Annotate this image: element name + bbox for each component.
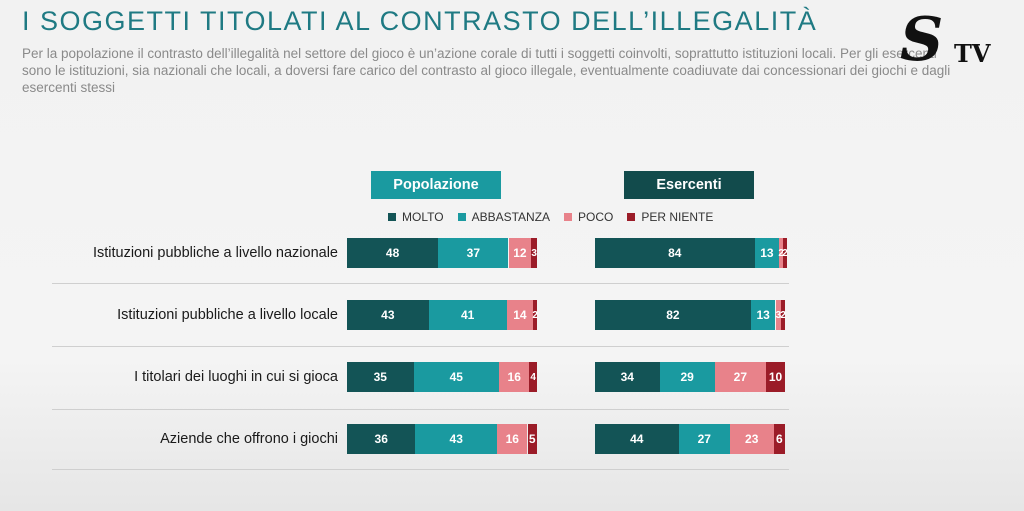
bar-segment-poco: 16 <box>497 424 528 454</box>
row-separator <box>52 346 789 347</box>
bar-segment-per-niente: 10 <box>766 362 785 392</box>
legend-label: ABBASTANZA <box>471 210 551 224</box>
bar-value-label: 14 <box>513 308 527 322</box>
panel-header-esercenti: Esercenti <box>624 171 754 199</box>
bar-value-label: 13 <box>756 308 770 322</box>
bar-segment-abbastanza: 45 <box>413 362 499 392</box>
bar-value-label: 29 <box>680 370 694 384</box>
panel-header-popolazione: Popolazione <box>371 171 501 199</box>
bar-segment-poco: 2 <box>778 238 784 268</box>
bar-value-label: 12 <box>513 246 527 260</box>
bar-segment-abbastanza: 41 <box>428 300 507 330</box>
bar-segment-molto: 44 <box>595 424 679 454</box>
bar-segment-abbastanza: 29 <box>659 362 715 392</box>
bar-segment-molto: 43 <box>347 300 429 330</box>
bar-value-label: 5 <box>528 432 536 446</box>
bar-segment-per-niente: 2 <box>780 300 786 330</box>
bar-value-label: 35 <box>373 370 387 384</box>
bar-value-label: 45 <box>449 370 463 384</box>
category-label: Aziende che offrono i giochi <box>160 431 338 447</box>
svg-text:TV: TV <box>954 39 991 68</box>
bar-segment-molto: 36 <box>347 424 416 454</box>
bar-value-label: 37 <box>466 246 481 260</box>
bar-segment-molto: 84 <box>595 238 755 268</box>
bar-value-label: 43 <box>449 432 463 446</box>
legend-item-abbastanza: ABBASTANZA <box>457 210 551 224</box>
category-label: Istituzioni pubbliche a livello locale <box>117 307 338 323</box>
bar-segment-abbastanza: 27 <box>678 424 730 454</box>
bar-value-label: 6 <box>775 432 783 446</box>
svg-text:S: S <box>900 5 943 74</box>
bar-segment-molto: 82 <box>595 300 751 330</box>
legend-label: MOLTO <box>402 210 444 224</box>
bar-segment-poco: 27 <box>714 362 766 392</box>
bar-value-label: 43 <box>381 308 395 322</box>
bar-value-label: 82 <box>666 308 680 322</box>
row-separator <box>52 283 789 284</box>
bar-segment-per-niente: 4 <box>529 362 537 392</box>
stv-logo: S TV <box>900 5 991 74</box>
row-separator <box>52 469 789 470</box>
bar-value-label: 36 <box>374 432 388 446</box>
bar-value-label: 48 <box>385 246 400 260</box>
bar-segment-abbastanza: 37 <box>438 238 509 268</box>
bar-segment-per-niente: 2 <box>782 238 788 268</box>
legend-swatch-abbastanza <box>457 213 466 221</box>
bar-value-label: 27 <box>697 432 711 446</box>
bar-segment-per-niente: 6 <box>773 424 785 454</box>
bar-value-label: 2 <box>532 309 538 321</box>
bar-segment-poco: 12 <box>508 238 532 268</box>
legend-swatch-poco <box>564 213 573 221</box>
page-title: I SOGGETTI TITOLATI AL CONTRASTO DELL’IL… <box>22 6 818 36</box>
bar-segment-per-niente: 2 <box>532 300 538 330</box>
bar-value-label: 2 <box>780 309 786 321</box>
bar-segment-molto: 48 <box>347 238 439 268</box>
bar-value-label: 34 <box>620 370 634 384</box>
page-subtitle: Per la popolazione il contrasto dell’ill… <box>22 46 951 95</box>
legend-item-molto: MOLTO <box>388 210 444 224</box>
bar-segment-abbastanza: 43 <box>415 424 498 454</box>
bar-segment-abbastanza: 13 <box>754 238 780 268</box>
bar-segment-per-niente: 3 <box>531 238 537 268</box>
bar-segment-poco: 16 <box>499 362 530 392</box>
legend-item-per-niente: PER NIENTE <box>627 210 713 224</box>
bar-value-label: 10 <box>768 370 783 384</box>
bar-segment-poco: 23 <box>729 424 774 454</box>
bar-segment-molto: 35 <box>347 362 414 392</box>
bar-value-label: 44 <box>630 432 644 446</box>
category-label: Istituzioni pubbliche a livello nazional… <box>92 245 338 261</box>
bar-segment-molto: 34 <box>595 362 660 392</box>
bar-value-label: 2 <box>778 247 784 259</box>
category-label: I titolari dei luoghi in cui si gioca <box>134 369 338 385</box>
bar-value-label: 27 <box>733 370 748 384</box>
legend-label: POCO <box>578 210 614 224</box>
row-separator <box>52 409 789 410</box>
bar-value-label: 41 <box>460 308 475 322</box>
bar-value-label: 16 <box>505 432 519 446</box>
bar-value-label: 2 <box>782 247 788 259</box>
bar-value-label: 3 <box>775 309 782 321</box>
bar-segment-poco: 3 <box>775 300 782 330</box>
chart-legend: MOLTO ABBASTANZA POCO PER NIENTE <box>388 210 713 224</box>
legend-label: PER NIENTE <box>641 210 714 224</box>
legend-swatch-per-niente <box>627 213 636 221</box>
bar-value-label: 84 <box>668 246 682 260</box>
bar-value-label: 13 <box>760 246 774 260</box>
legend-swatch-molto <box>388 213 396 221</box>
bar-value-label: 23 <box>745 432 759 446</box>
bar-value-label: 3 <box>531 247 537 259</box>
bar-segment-per-niente: 5 <box>527 424 537 454</box>
bar-segment-poco: 14 <box>506 300 534 330</box>
bar-segment-abbastanza: 13 <box>750 300 776 330</box>
legend-item-poco: POCO <box>564 210 613 224</box>
bar-value-label: 16 <box>507 370 521 384</box>
bar-value-label: 4 <box>530 371 536 383</box>
